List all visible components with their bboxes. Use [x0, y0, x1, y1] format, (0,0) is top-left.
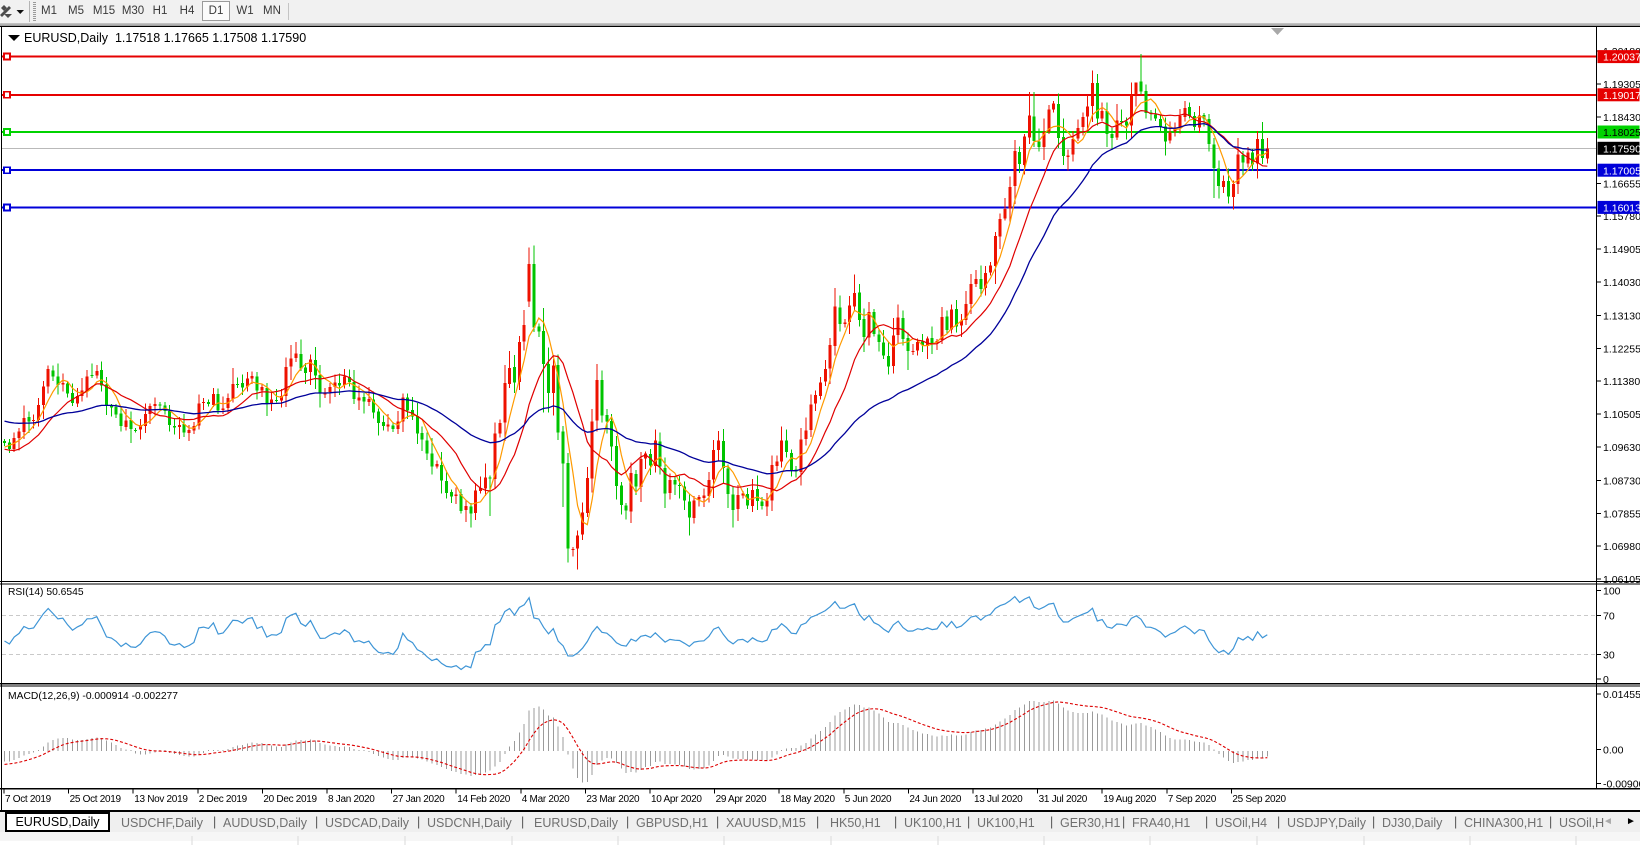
svg-text:1.08730: 1.08730 — [1603, 476, 1640, 488]
svg-text:2 Dec 2019: 2 Dec 2019 — [199, 794, 248, 805]
svg-text:1.20037: 1.20037 — [1603, 52, 1640, 64]
svg-text:10 Apr 2020: 10 Apr 2020 — [651, 794, 702, 805]
svg-text:24 Jun 2020: 24 Jun 2020 — [909, 794, 961, 805]
svg-text:MACD(12,26,9) -0.000914 -0.002: MACD(12,26,9) -0.000914 -0.002277 — [8, 691, 178, 702]
svg-text:1.10505: 1.10505 — [1603, 409, 1640, 421]
svg-text:20 Dec 2019: 20 Dec 2019 — [263, 794, 317, 805]
svg-text:-0.009001: -0.009001 — [1603, 779, 1640, 791]
svg-text:25 Sep 2020: 25 Sep 2020 — [1232, 794, 1286, 805]
svg-text:1.14030: 1.14030 — [1603, 277, 1640, 289]
svg-text:1.15780: 1.15780 — [1603, 211, 1640, 223]
svg-text:1.13130: 1.13130 — [1603, 311, 1640, 323]
svg-text:14 Feb 2020: 14 Feb 2020 — [457, 794, 511, 805]
svg-text:1.06980: 1.06980 — [1603, 541, 1640, 553]
svg-text:13 Jul 2020: 13 Jul 2020 — [974, 794, 1023, 805]
svg-text:7 Oct 2019: 7 Oct 2019 — [5, 794, 52, 805]
svg-text:1.09630: 1.09630 — [1603, 442, 1640, 454]
svg-text:29 Apr 2020: 29 Apr 2020 — [716, 794, 767, 805]
svg-text:1.14905: 1.14905 — [1603, 244, 1640, 256]
svg-text:0: 0 — [1603, 674, 1609, 686]
svg-text:1.16013: 1.16013 — [1603, 202, 1640, 214]
svg-text:1.17005: 1.17005 — [1603, 165, 1640, 177]
svg-text:RSI(14) 50.6545: RSI(14) 50.6545 — [8, 587, 84, 598]
svg-text:25 Oct 2019: 25 Oct 2019 — [70, 794, 122, 805]
svg-text:1.06105: 1.06105 — [1603, 574, 1640, 586]
svg-text:1.19017: 1.19017 — [1603, 90, 1640, 102]
svg-text:1.19305: 1.19305 — [1603, 79, 1640, 91]
svg-text:100: 100 — [1603, 586, 1621, 598]
svg-text:1.12255: 1.12255 — [1603, 343, 1640, 355]
svg-text:19 Aug 2020: 19 Aug 2020 — [1103, 794, 1157, 805]
svg-text:23 Mar 2020: 23 Mar 2020 — [586, 794, 640, 805]
svg-text:EURUSD,Daily 1.17518 1.17665: EURUSD,Daily 1.17518 1.17665 1.17508 1.1… — [24, 31, 306, 45]
svg-text:0.014556: 0.014556 — [1603, 689, 1640, 701]
svg-text:5 Jun 2020: 5 Jun 2020 — [845, 794, 892, 805]
svg-text:18 May 2020: 18 May 2020 — [780, 794, 835, 805]
svg-text:70: 70 — [1603, 611, 1615, 623]
svg-text:1.18025: 1.18025 — [1603, 127, 1640, 139]
svg-text:1.18430: 1.18430 — [1603, 112, 1640, 124]
svg-text:0.00: 0.00 — [1603, 745, 1624, 757]
svg-text:7 Sep 2020: 7 Sep 2020 — [1168, 794, 1217, 805]
svg-text:27 Jan 2020: 27 Jan 2020 — [393, 794, 445, 805]
svg-text:1.17590: 1.17590 — [1603, 143, 1640, 155]
svg-text:1.16655: 1.16655 — [1603, 178, 1640, 190]
svg-text:1.07855: 1.07855 — [1603, 508, 1640, 520]
svg-text:4 Mar 2020: 4 Mar 2020 — [522, 794, 570, 805]
svg-text:1.11380: 1.11380 — [1603, 376, 1640, 388]
svg-text:13 Nov 2019: 13 Nov 2019 — [134, 794, 188, 805]
svg-text:8 Jan 2020: 8 Jan 2020 — [328, 794, 375, 805]
svg-text:31 Jul 2020: 31 Jul 2020 — [1039, 794, 1088, 805]
svg-text:30: 30 — [1603, 650, 1615, 662]
